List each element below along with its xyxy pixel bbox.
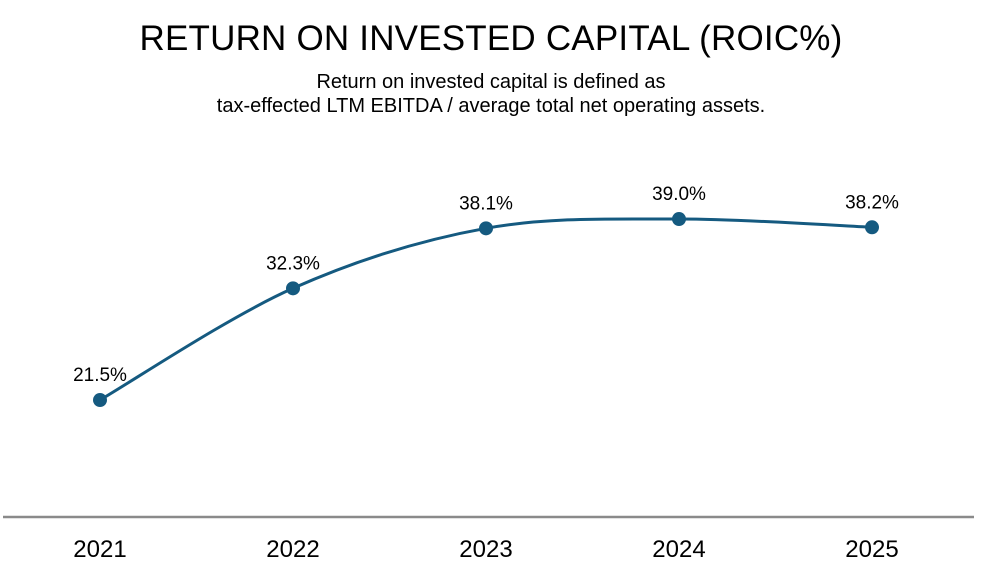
data-label-2022: 32.3% (266, 253, 320, 274)
x-tick-2023: 2023 (459, 536, 512, 563)
x-tick-2022: 2022 (266, 536, 319, 563)
chart-subtitle-line2: tax-effected LTM EBITDA / average total … (216, 95, 766, 117)
x-tick-2024: 2024 (652, 536, 705, 563)
data-point-2023 (479, 221, 493, 236)
data-label-2023: 38.1% (459, 193, 513, 214)
data-point-2021 (93, 393, 107, 408)
data-label-2021: 21.5% (73, 365, 127, 386)
chart-title: RETURN ON INVESTED CAPITAL (ROIC%) (139, 19, 843, 58)
data-label-2025: 38.2% (845, 192, 899, 213)
x-tick-2025: 2025 (845, 536, 898, 563)
chart-subtitle-line1: Return on invested capital is defined as (316, 71, 666, 93)
roic-series-line (98, 217, 874, 402)
x-tick-2021: 2021 (73, 536, 126, 563)
data-label-2024: 39.0% (652, 184, 706, 205)
data-point-2025 (865, 220, 879, 235)
chart-subtitle: Return on invested capital is defined as… (0, 70, 982, 118)
data-point-2024 (672, 212, 686, 227)
data-point-2022 (286, 281, 300, 296)
